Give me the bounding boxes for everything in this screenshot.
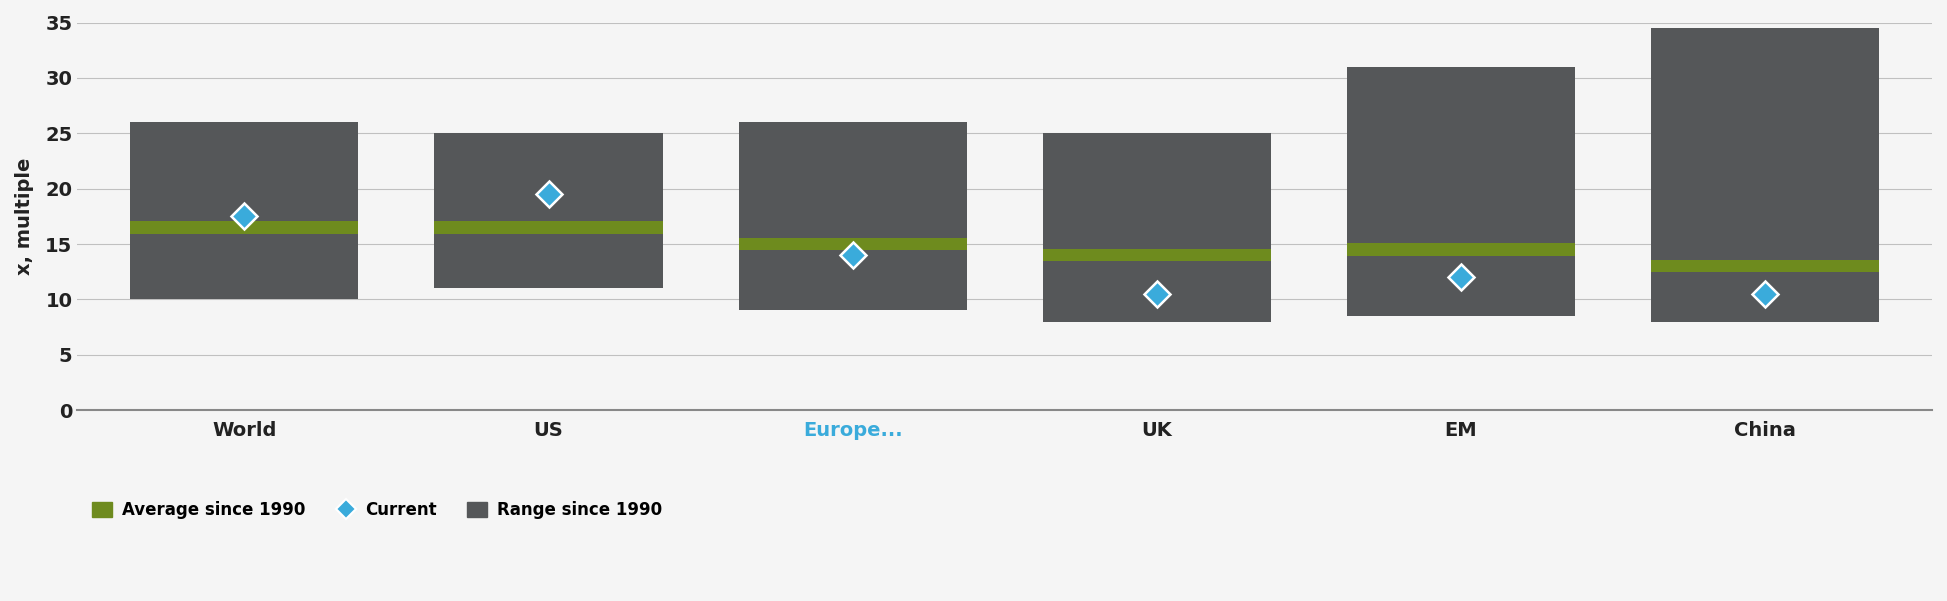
Bar [1651, 260, 1879, 272]
Bar [1347, 67, 1575, 316]
Bar [1651, 28, 1879, 322]
Bar [434, 221, 662, 234]
Bar [130, 122, 358, 299]
Legend: Average since 1990, Current, Range since 1990: Average since 1990, Current, Range since… [86, 495, 670, 526]
Bar [130, 221, 358, 234]
Bar [1347, 243, 1575, 255]
Bar [738, 122, 966, 311]
Bar [434, 133, 662, 288]
Bar [1044, 133, 1271, 322]
Bar [738, 238, 966, 250]
Bar [1044, 249, 1271, 261]
Y-axis label: x, multiple: x, multiple [16, 157, 33, 275]
